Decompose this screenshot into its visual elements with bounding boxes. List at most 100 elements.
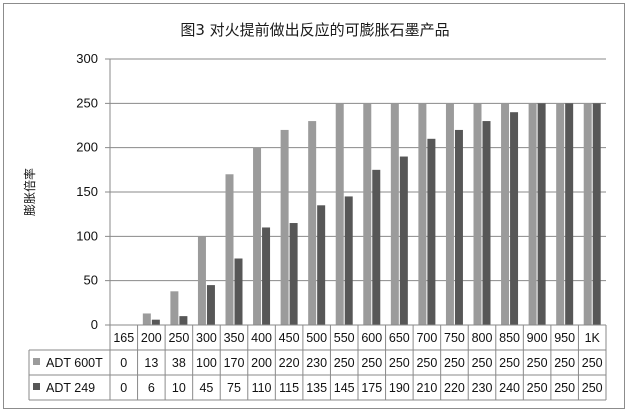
x-tick-label: 250 [168, 331, 189, 345]
data-label: 170 [224, 356, 245, 370]
x-tick-label: 165 [113, 331, 134, 345]
x-tick-label: 700 [416, 331, 437, 345]
y-tick-label: 300 [76, 51, 98, 66]
data-label: 250 [527, 356, 548, 370]
y-tick-label: 100 [76, 228, 98, 243]
bar [179, 316, 188, 325]
bar [372, 169, 381, 325]
bar [262, 227, 271, 325]
bar [510, 112, 519, 325]
bar [482, 121, 491, 325]
data-label: 250 [416, 356, 437, 370]
data-label: 110 [252, 381, 272, 395]
legend-label: ADT 249 [46, 381, 95, 395]
data-label: 75 [227, 381, 241, 395]
x-tick-label: 500 [306, 331, 327, 345]
data-label: 250 [554, 381, 575, 395]
data-label: 145 [334, 381, 355, 395]
bar [473, 103, 482, 325]
x-tick-label: 800 [472, 331, 493, 345]
bar [206, 285, 215, 325]
data-label: 175 [361, 381, 382, 395]
bar [151, 319, 160, 325]
x-tick-label: 950 [554, 331, 575, 345]
x-tick-label: 450 [279, 331, 300, 345]
bar [445, 103, 454, 325]
x-tick-label: 600 [361, 331, 382, 345]
bar [335, 103, 344, 325]
bar [234, 258, 243, 325]
y-tick-label: 50 [84, 273, 98, 288]
data-label: 250 [444, 356, 465, 370]
x-tick-label: 900 [527, 331, 548, 345]
x-tick-label: 200 [141, 331, 162, 345]
data-label: 250 [554, 356, 575, 370]
bar [253, 147, 262, 325]
x-tick-label: 400 [251, 331, 272, 345]
bar [225, 174, 234, 325]
bar [289, 223, 298, 325]
bar [583, 103, 592, 325]
data-label: 250 [334, 356, 355, 370]
data-label: 100 [196, 356, 217, 370]
legend-swatch [33, 358, 40, 365]
x-tick-label: 850 [499, 331, 520, 345]
x-tick-label: 350 [224, 331, 245, 345]
x-tick-label: 750 [444, 331, 465, 345]
bar [528, 103, 537, 325]
data-label: 230 [472, 381, 493, 395]
bar [454, 129, 463, 325]
bar [390, 103, 399, 325]
data-label: 135 [306, 381, 327, 395]
legend-label: ADT 600T [46, 356, 103, 370]
bar [592, 103, 601, 325]
data-label: 250 [472, 356, 493, 370]
y-tick-label: 0 [91, 317, 98, 332]
bar [142, 313, 151, 325]
data-label: 250 [389, 356, 410, 370]
data-label: 0 [120, 381, 127, 395]
data-label: 230 [306, 356, 327, 370]
x-tick-label: 1K [585, 331, 601, 345]
data-label: 45 [199, 381, 213, 395]
data-label: 250 [582, 381, 603, 395]
bar [170, 291, 179, 325]
data-label: 10 [172, 381, 186, 395]
data-label: 0 [120, 356, 127, 370]
data-label: 250 [499, 356, 520, 370]
data-label: 13 [144, 356, 158, 370]
y-axis-label: 膨胀倍率 [22, 168, 37, 216]
x-tick-label: 650 [389, 331, 410, 345]
data-label: 250 [582, 356, 603, 370]
bar [556, 103, 565, 325]
data-label: 6 [148, 381, 155, 395]
data-label: 240 [499, 381, 520, 395]
bar [537, 103, 546, 325]
data-label: 220 [279, 356, 300, 370]
bar [308, 121, 317, 325]
x-tick-label: 300 [196, 331, 217, 345]
data-label: 210 [416, 381, 437, 395]
bars [142, 103, 601, 325]
bar [197, 236, 206, 325]
bar [363, 103, 372, 325]
bar [418, 103, 427, 325]
bar [501, 103, 510, 325]
x-tick-label: 550 [334, 331, 355, 345]
bar [280, 129, 289, 325]
data-label: 250 [527, 381, 548, 395]
data-label: 200 [251, 356, 272, 370]
y-tick-label: 200 [76, 140, 98, 155]
bar [399, 156, 408, 325]
bar [565, 103, 574, 325]
data-label: 220 [444, 381, 465, 395]
data-label: 250 [361, 356, 382, 370]
bar [344, 196, 353, 325]
chart-title: 图3 对火提前做出反应的可膨胀石墨产品 [180, 21, 449, 39]
y-tick-label: 250 [76, 95, 98, 110]
data-label: 190 [389, 381, 410, 395]
bar [427, 138, 436, 325]
y-tick-label: 150 [76, 184, 98, 199]
data-label: 115 [279, 381, 299, 395]
